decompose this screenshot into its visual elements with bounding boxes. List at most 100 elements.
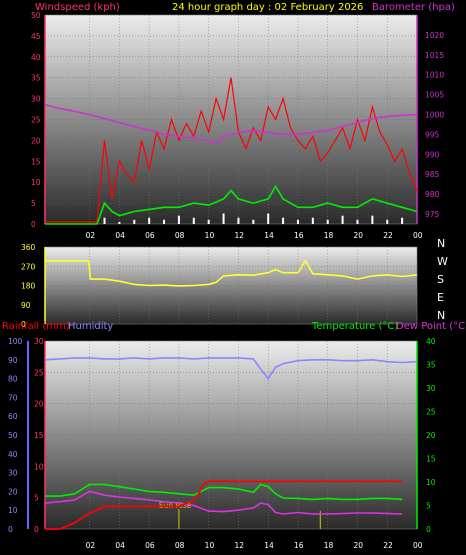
- temperature-x-tick-label: 16: [294, 541, 304, 550]
- humidity-axis-label: Humidity: [68, 321, 113, 332]
- barometer-tick-label: 995: [425, 130, 440, 139]
- temperature-x-tick-label: 22: [383, 541, 393, 550]
- temperature-x-tick-label: 06: [145, 541, 155, 550]
- wind-x-tick-label: 08: [175, 231, 185, 240]
- wind-tick-label: 0: [31, 220, 36, 229]
- direction-tick-label: 0: [21, 320, 26, 329]
- direction-tick-label: 90: [21, 301, 31, 310]
- humidity-tick-label: 0: [8, 525, 13, 534]
- wind-x-tick-label: 14: [264, 231, 274, 240]
- wind-tick-label: 5: [31, 199, 36, 208]
- wind-x-tick-label: 18: [324, 231, 334, 240]
- wind-tick-label: 15: [31, 157, 41, 166]
- rainfall-tick-label: 20: [34, 400, 44, 409]
- dewpoint-axis-label: Dew Point (°C): [396, 321, 466, 332]
- wind-tick-label: 30: [31, 95, 41, 104]
- temperature-x-tick-label: 20: [353, 541, 363, 550]
- wind-tick-label: 45: [31, 32, 41, 41]
- wind-average-line: [45, 184, 418, 225]
- wind-x-tick-label: 06: [145, 231, 155, 240]
- direction-tick-label: 270: [21, 262, 36, 271]
- temperature-tick-label: 30: [426, 384, 436, 393]
- humidity-tick-label: 80: [8, 375, 18, 384]
- humidity-tick-label: 100: [8, 337, 23, 346]
- wind-x-tick-label: 16: [294, 231, 304, 240]
- wind-x-tick-label: 02: [86, 231, 96, 240]
- rainfall-tick-label: 30: [34, 337, 44, 346]
- direction-panel-series: [45, 259, 418, 287]
- compass-label-n: N: [437, 309, 445, 322]
- wind-direction-line: [45, 259, 418, 287]
- temperature-x-tick-label: 12: [234, 541, 244, 550]
- temperature-x-tick-label: 14: [264, 541, 274, 550]
- humidity-tick-label: 50: [8, 431, 18, 440]
- temperature-tick-label: 0: [426, 525, 431, 534]
- temperature-axis-label: Temperature (°C): [311, 321, 398, 332]
- windspeed-axis-label: Windspeed (kph): [35, 2, 120, 13]
- wind-x-tick-label: 20: [353, 231, 363, 240]
- temperature-panel-series: Sun Rise: [44, 357, 418, 530]
- temperature-tick-label: 15: [426, 455, 436, 464]
- compass-label-w: W: [437, 255, 448, 268]
- rainfall-tick-label: 10: [34, 462, 44, 471]
- barometer-line: [44, 103, 418, 146]
- barometer-axis-label: Barometer (hpa): [372, 2, 455, 13]
- temperature-x-tick-label: 04: [115, 541, 125, 550]
- compass-label-s: S: [437, 273, 444, 286]
- chart-title: 24 hour graph day : 02 February 2026: [172, 2, 363, 13]
- barometer-tick-label: 985: [425, 170, 440, 179]
- temperature-tick-label: 35: [426, 361, 436, 370]
- barometer-tick-label: 980: [425, 190, 440, 199]
- wind-x-tick-label: 10: [205, 231, 215, 240]
- direction-tick-label: 180: [21, 282, 36, 291]
- wind-tick-label: 50: [31, 11, 41, 20]
- temperature-tick-label: 5: [426, 502, 431, 511]
- compass-label-n: N: [437, 237, 445, 250]
- wind-x-tick-label: 00: [413, 231, 423, 240]
- rainfall-tick-label: 25: [34, 368, 44, 377]
- wind-tick-label: 40: [31, 53, 41, 62]
- temperature-x-tick-label: 18: [324, 541, 334, 550]
- rainfall-line: [45, 480, 403, 530]
- temperature-x-tick-label: 08: [175, 541, 185, 550]
- temperature-tick-label: 20: [426, 431, 436, 440]
- barometer-tick-label: 1020: [425, 31, 444, 40]
- direction-panel-grid: [45, 246, 418, 325]
- rainfall-axis-label: Rainfall (mm): [2, 321, 70, 332]
- barometer-tick-label: 990: [425, 150, 440, 159]
- barometer-tick-label: 1005: [425, 91, 444, 100]
- wind-panel-grid: [45, 14, 418, 225]
- rainfall-tick-label: 0: [34, 525, 39, 534]
- temperature-panel-axes: 0510152025300102030405060708090100051015…: [8, 337, 436, 550]
- humidity-tick-label: 70: [8, 393, 18, 402]
- wind-tick-label: 20: [31, 136, 41, 145]
- wind-panel-series: [44, 77, 418, 225]
- compass-label-e: E: [437, 291, 444, 304]
- wind-tick-label: 35: [31, 74, 41, 83]
- humidity-tick-label: 60: [8, 412, 18, 421]
- barometer-tick-label: 975: [425, 210, 440, 219]
- dewpoint-line: [44, 490, 403, 515]
- temperature-line: [45, 483, 403, 501]
- barometer-tick-label: 1010: [425, 71, 444, 80]
- humidity-tick-label: 30: [8, 469, 18, 478]
- rainfall-tick-label: 5: [34, 494, 39, 503]
- temperature-x-tick-label: 00: [413, 541, 423, 550]
- temperature-x-tick-label: 10: [205, 541, 215, 550]
- wind-x-tick-label: 12: [234, 231, 244, 240]
- humidity-tick-label: 90: [8, 356, 18, 365]
- direction-tick-label: 360: [21, 243, 36, 252]
- wind-x-tick-label: 22: [383, 231, 393, 240]
- temperature-tick-label: 10: [426, 478, 436, 487]
- temperature-tick-label: 25: [426, 408, 436, 417]
- humidity-tick-label: 20: [8, 487, 18, 496]
- barometer-tick-label: 1015: [425, 51, 444, 60]
- humidity-tick-label: 10: [8, 506, 18, 515]
- wind-tick-label: 25: [31, 116, 41, 125]
- temperature-x-tick-label: 02: [86, 541, 96, 550]
- temperature-tick-label: 40: [426, 337, 436, 346]
- humidity-tick-label: 40: [8, 450, 18, 459]
